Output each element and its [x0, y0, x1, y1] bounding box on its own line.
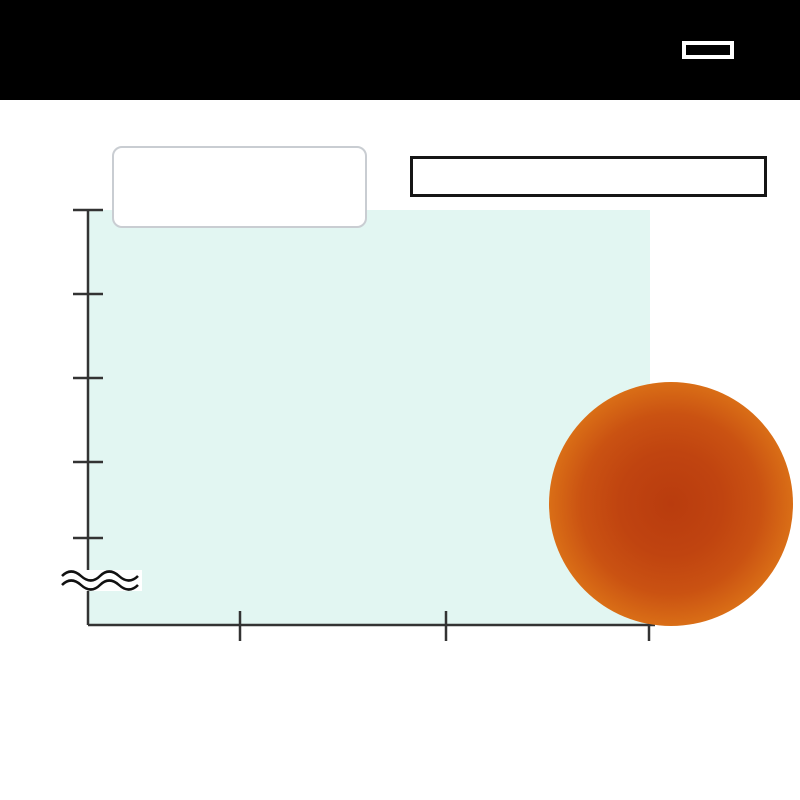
axes — [73, 208, 655, 641]
chart-legend — [112, 146, 367, 228]
header-bar — [0, 0, 800, 100]
chart-canvas — [60, 208, 655, 641]
axis-break-wave-bottom — [61, 579, 139, 591]
legend-swatch-red — [126, 163, 214, 183]
retention-value-row — [668, 502, 674, 504]
legend-square-cyan-icon — [160, 192, 180, 212]
y-axis-ticks — [73, 208, 103, 540]
heat-retention-badge — [682, 41, 734, 59]
page-title — [70, 31, 78, 69]
legend-item-comparison — [126, 192, 353, 212]
model-improvement-note — [410, 156, 767, 197]
legend-item-magma — [126, 163, 353, 183]
retention-circle-badge — [549, 382, 793, 626]
axis-lines — [86, 210, 655, 627]
line-chart — [0, 118, 800, 688]
plot-background — [88, 210, 650, 625]
legend-swatch-cyan — [126, 192, 214, 212]
legend-square-red-icon — [160, 163, 180, 183]
description-block — [0, 100, 800, 118]
axis-break-wave-top — [61, 570, 139, 582]
axis-break — [60, 570, 142, 591]
